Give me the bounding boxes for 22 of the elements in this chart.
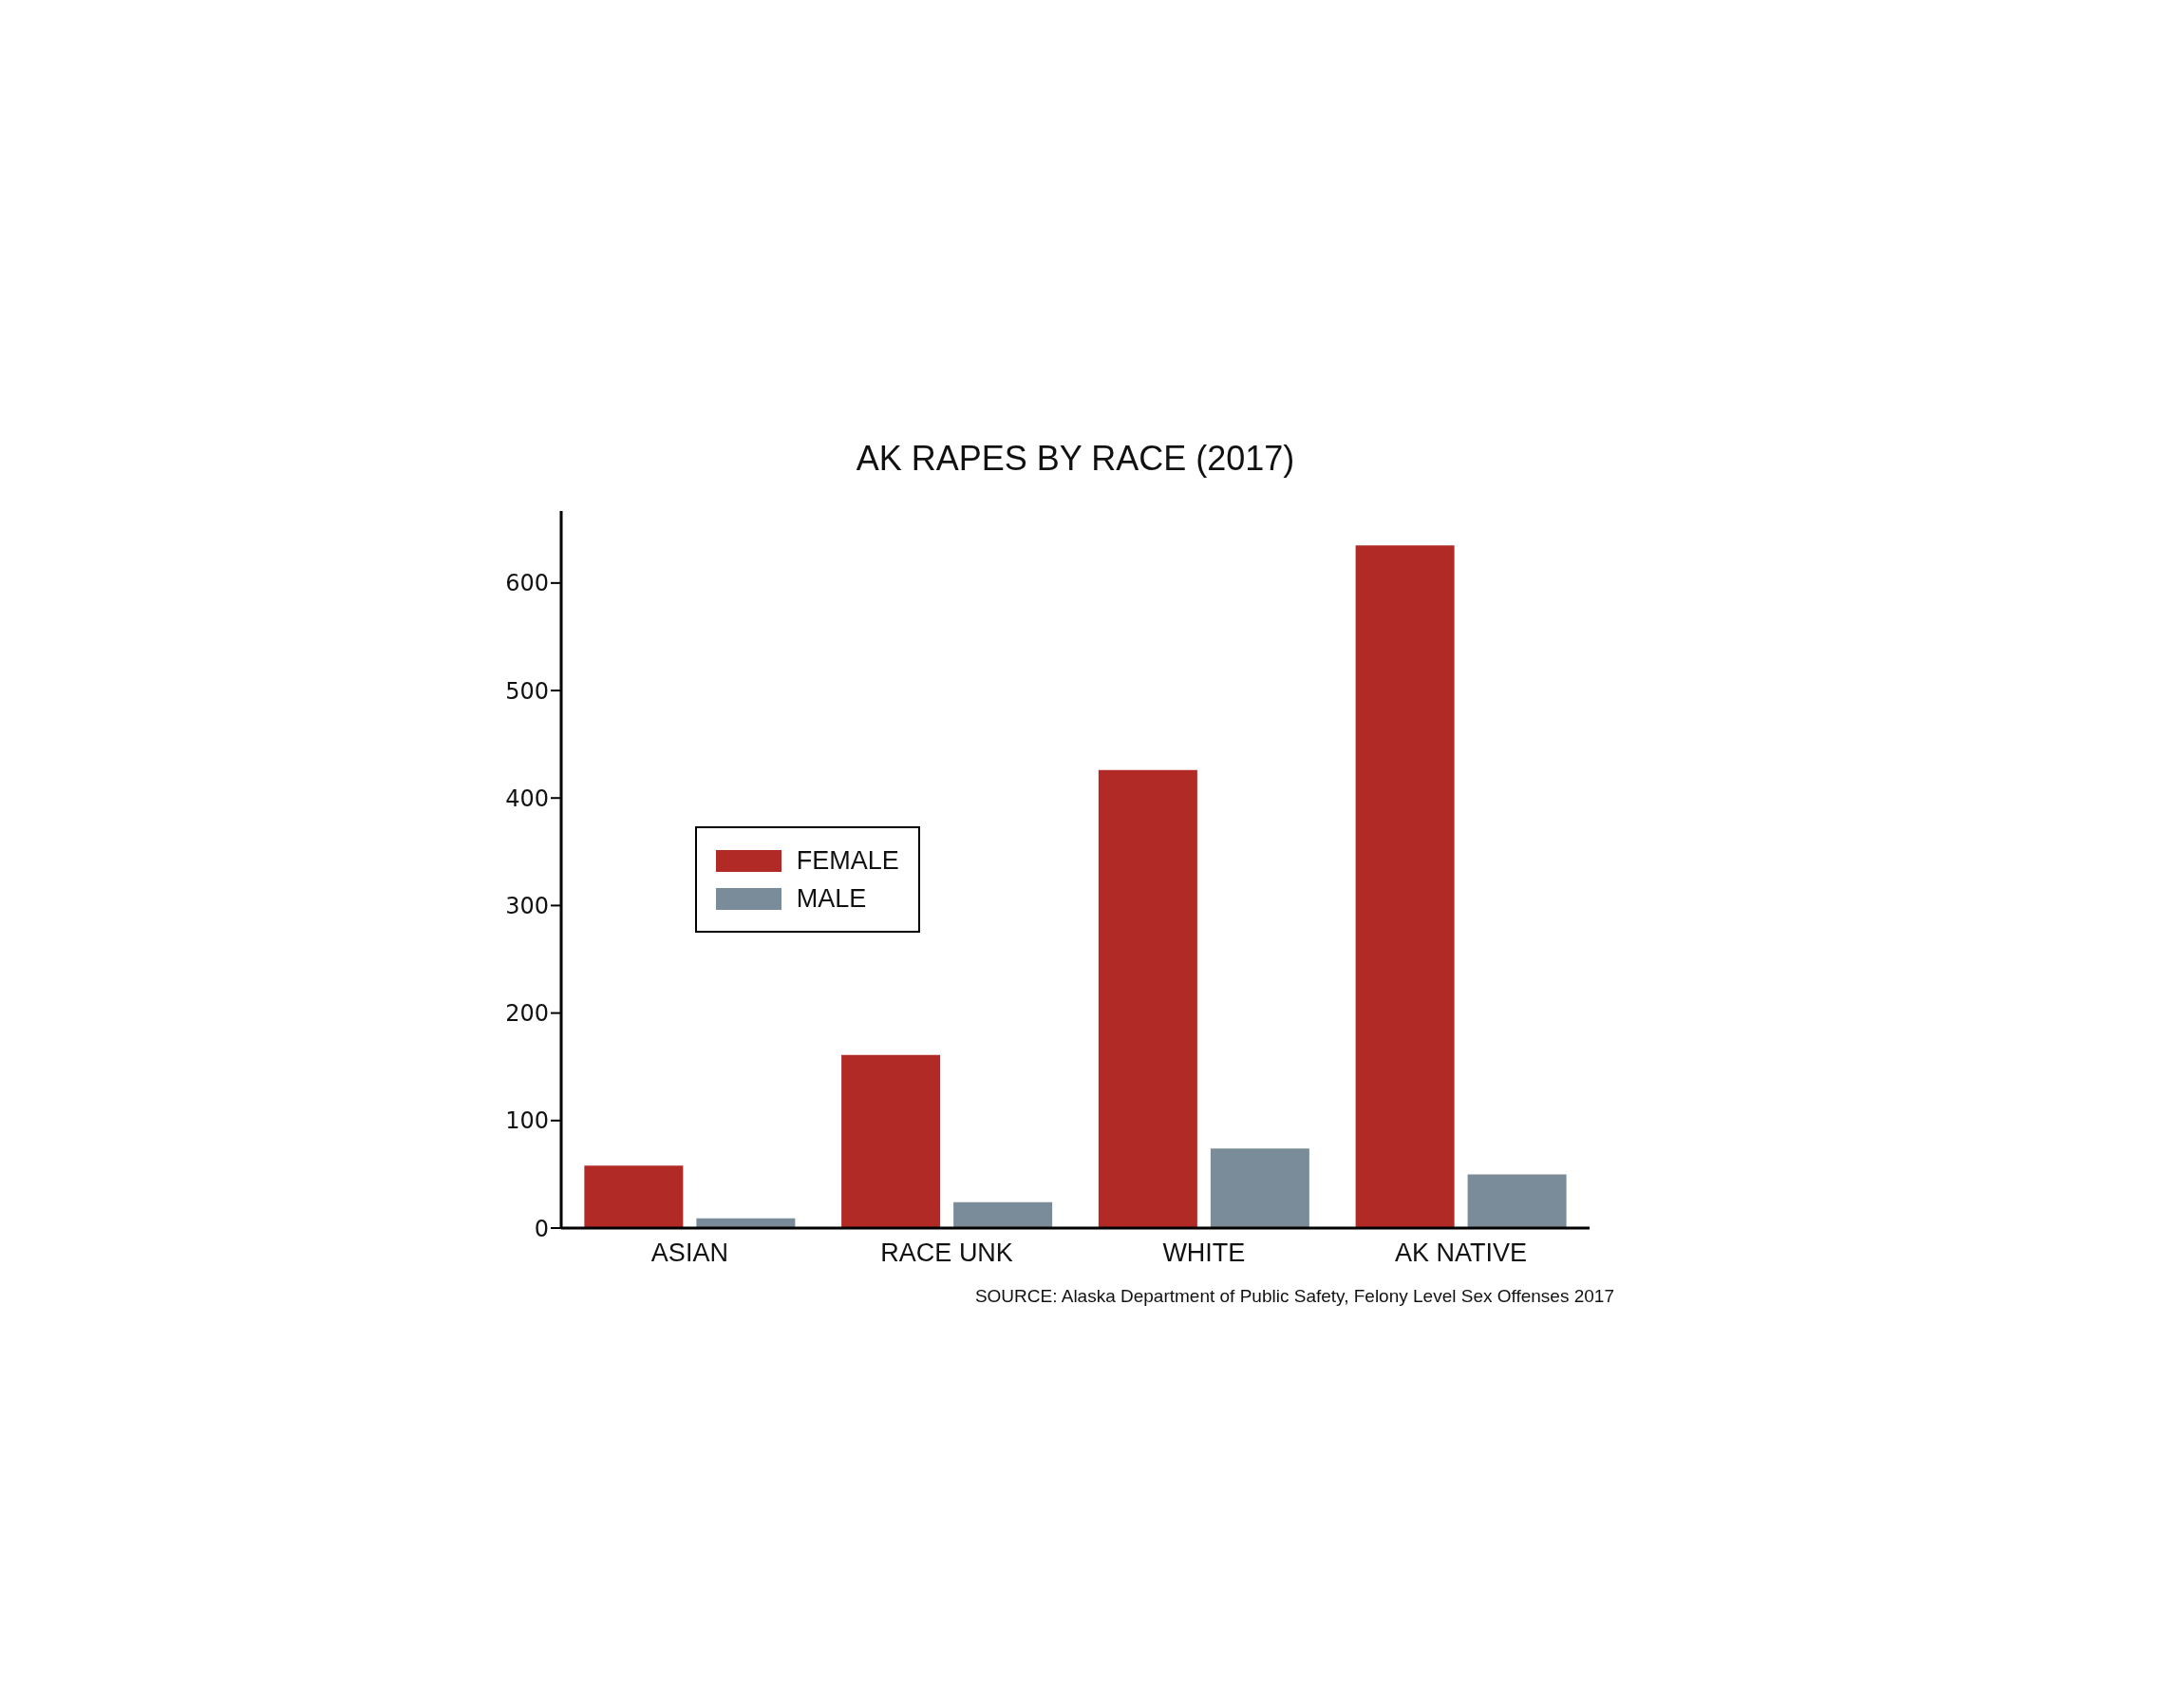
chart-title: AK RAPES BY RACE (2017): [855, 439, 1296, 479]
source-note: SOURCE: Alaska Department of Public Safety, Felony Level Sex Offenses 2017: [974, 1286, 1614, 1307]
legend-label: FEMALE: [796, 845, 899, 876]
bar: [1467, 1174, 1567, 1228]
bar: [584, 1165, 684, 1228]
y-tick-label: 100: [505, 1107, 549, 1135]
y-tick-label: 200: [505, 1000, 549, 1028]
y-tick-label: 600: [505, 570, 549, 597]
x-tick-label: WHITE: [1162, 1239, 1246, 1268]
x-tick-label: RACE UNK: [880, 1239, 1013, 1268]
bar: [841, 1054, 941, 1228]
legend-label: MALE: [796, 883, 867, 914]
y-tick-label: 0: [534, 1215, 549, 1242]
y-tick-label: 300: [505, 892, 549, 919]
y-tick-label: 400: [505, 785, 549, 812]
bar: [1098, 769, 1197, 1228]
bar: [953, 1201, 1053, 1228]
x-tick-label: AK NATIVE: [1395, 1239, 1528, 1268]
bar: [1210, 1148, 1309, 1228]
y-tick-label: 500: [505, 677, 549, 705]
bar: [1355, 545, 1455, 1228]
x-tick-label: ASIAN: [650, 1239, 728, 1268]
